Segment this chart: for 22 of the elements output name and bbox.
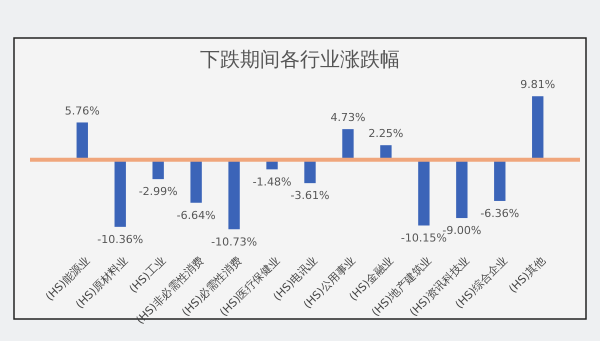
data-label: 2.25% bbox=[368, 127, 404, 140]
data-label: -1.48% bbox=[252, 175, 292, 188]
data-label: -10.73% bbox=[211, 235, 258, 248]
data-label: -2.99% bbox=[138, 185, 178, 198]
data-label: 4.73% bbox=[330, 111, 366, 124]
data-label: -3.61% bbox=[290, 189, 330, 202]
data-label: -10.15% bbox=[400, 231, 447, 244]
bar bbox=[456, 160, 468, 218]
chart-title: 下跌期间各行业涨跌幅 bbox=[200, 47, 400, 71]
bar bbox=[418, 160, 430, 226]
bar bbox=[228, 160, 240, 230]
data-label: -6.64% bbox=[176, 208, 216, 222]
data-label: -6.36% bbox=[480, 206, 520, 220]
bar bbox=[76, 122, 88, 160]
bar bbox=[114, 160, 126, 227]
bar bbox=[532, 96, 544, 160]
data-label: 9.81% bbox=[520, 78, 556, 92]
bar bbox=[190, 160, 202, 203]
data-label: -10.36% bbox=[97, 232, 144, 246]
bar bbox=[342, 129, 354, 160]
data-label: 5.76% bbox=[64, 104, 100, 118]
bar bbox=[494, 160, 506, 201]
